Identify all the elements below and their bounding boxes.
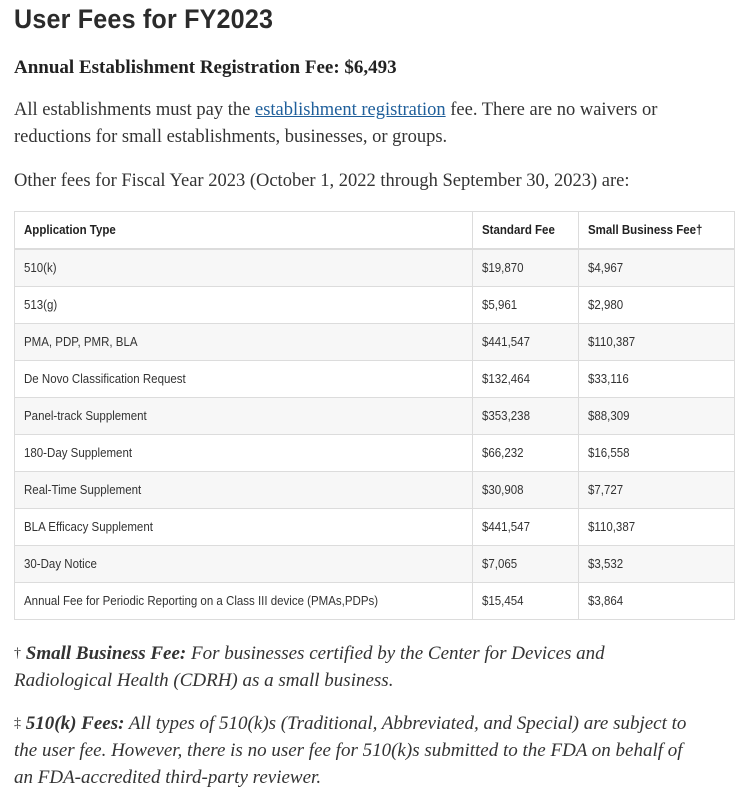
cell-small-business-fee: $2,980 <box>578 286 735 324</box>
cell-standard-fee: $7,065 <box>472 545 579 583</box>
cell-standard-fee: $353,238 <box>472 397 579 435</box>
cell-small-business-fee: $110,387 <box>578 508 735 546</box>
cell-small-business-fee: $3,532 <box>578 545 735 583</box>
cell-small-business-fee: $7,727 <box>578 471 735 509</box>
cell-application-type: PMA, PDP, PMR, BLA <box>14 323 473 361</box>
dagger-mark: † <box>14 646 21 661</box>
cell-application-type: Real-Time Supplement <box>14 471 473 509</box>
cell-application-type: 30-Day Notice <box>14 545 473 583</box>
intro-line2: reductions for small establishments, bus… <box>14 127 448 147</box>
cell-small-business-fee: $4,967 <box>578 248 735 287</box>
cell-standard-fee: $441,547 <box>472 508 579 546</box>
510k-fees-label: 510(k) Fees: <box>25 713 125 734</box>
cell-small-business-fee: $16,558 <box>578 434 735 472</box>
fees-table: Application Type Standard Fee Small Busi… <box>14 211 735 620</box>
cell-application-type: BLA Efficacy Supplement <box>14 508 473 546</box>
double-dagger-mark: ‡ <box>14 716 21 731</box>
cell-standard-fee: $441,547 <box>472 323 579 361</box>
cell-standard-fee: $30,908 <box>472 471 579 509</box>
cell-standard-fee: $15,454 <box>472 582 579 620</box>
cell-standard-fee: $66,232 <box>472 434 579 472</box>
registration-fee-heading: Annual Establishment Registration Fee: $… <box>14 57 397 78</box>
page-title: User Fees for FY2023 <box>14 4 274 34</box>
cell-standard-fee: $132,464 <box>472 360 579 398</box>
small-business-fee-note: † Small Business Fee: For businesses cer… <box>14 640 605 694</box>
table-row: PMA, PDP, PMR, BLA $441,547 $110,387 <box>14 323 735 361</box>
cell-application-type: Annual Fee for Periodic Reporting on a C… <box>14 582 473 620</box>
cell-application-type: De Novo Classification Request <box>14 360 473 398</box>
cell-application-type: Panel-track Supplement <box>14 397 473 435</box>
table-header-row: Application Type Standard Fee Small Busi… <box>14 211 735 250</box>
table-row: Annual Fee for Periodic Reporting on a C… <box>14 582 735 620</box>
cell-standard-fee: $19,870 <box>472 248 579 287</box>
cell-application-type: 180-Day Supplement <box>14 434 473 472</box>
table-row: 513(g) $5,961 $2,980 <box>14 286 735 324</box>
cell-small-business-fee: $3,864 <box>578 582 735 620</box>
table-row: 180-Day Supplement $66,232 $16,558 <box>14 434 735 472</box>
table-row: Real-Time Supplement $30,908 $7,727 <box>14 471 735 509</box>
header-standard-fee: Standard Fee <box>472 211 579 250</box>
small-business-fee-label: Small Business Fee: <box>25 643 187 664</box>
intro-post: fee. There are no waivers or <box>445 100 658 120</box>
cell-standard-fee: $5,961 <box>472 286 579 324</box>
510k-fees-note: ‡ 510(k) Fees: All types of 510(k)s (Tra… <box>14 710 686 791</box>
cell-small-business-fee: $33,116 <box>578 360 735 398</box>
cell-small-business-fee: $110,387 <box>578 323 735 361</box>
header-small-business-fee: Small Business Fee† <box>578 211 735 250</box>
cell-application-type: 510(k) <box>14 248 473 287</box>
510k-fees-text-1: All types of 510(k)s (Traditional, Abbre… <box>124 713 687 734</box>
other-fees-line: Other fees for Fiscal Year 2023 (October… <box>14 171 630 191</box>
510k-fees-text-2: the user fee. However, there is no user … <box>14 740 683 761</box>
table-row: Panel-track Supplement $353,238 $88,309 <box>14 397 735 435</box>
table-row: 30-Day Notice $7,065 $3,532 <box>14 545 735 583</box>
510k-fees-text-3: an FDA-accredited third-party reviewer. <box>14 767 322 788</box>
small-business-fee-text-1: For businesses certified by the Center f… <box>186 643 605 664</box>
header-application-type: Application Type <box>14 211 473 250</box>
small-business-fee-text-2: Radiological Health (CDRH) as a small bu… <box>14 670 394 691</box>
cell-small-business-fee: $88,309 <box>578 397 735 435</box>
intro-pre: All establishments must pay the <box>14 100 255 120</box>
table-row: 510(k) $19,870 $4,967 <box>14 248 735 287</box>
table-row: BLA Efficacy Supplement $441,547 $110,38… <box>14 508 735 546</box>
intro-paragraph: All establishments must pay the establis… <box>14 97 657 151</box>
establishment-registration-link[interactable]: establishment registration <box>255 100 446 120</box>
cell-application-type: 513(g) <box>14 286 473 324</box>
table-row: De Novo Classification Request $132,464 … <box>14 360 735 398</box>
